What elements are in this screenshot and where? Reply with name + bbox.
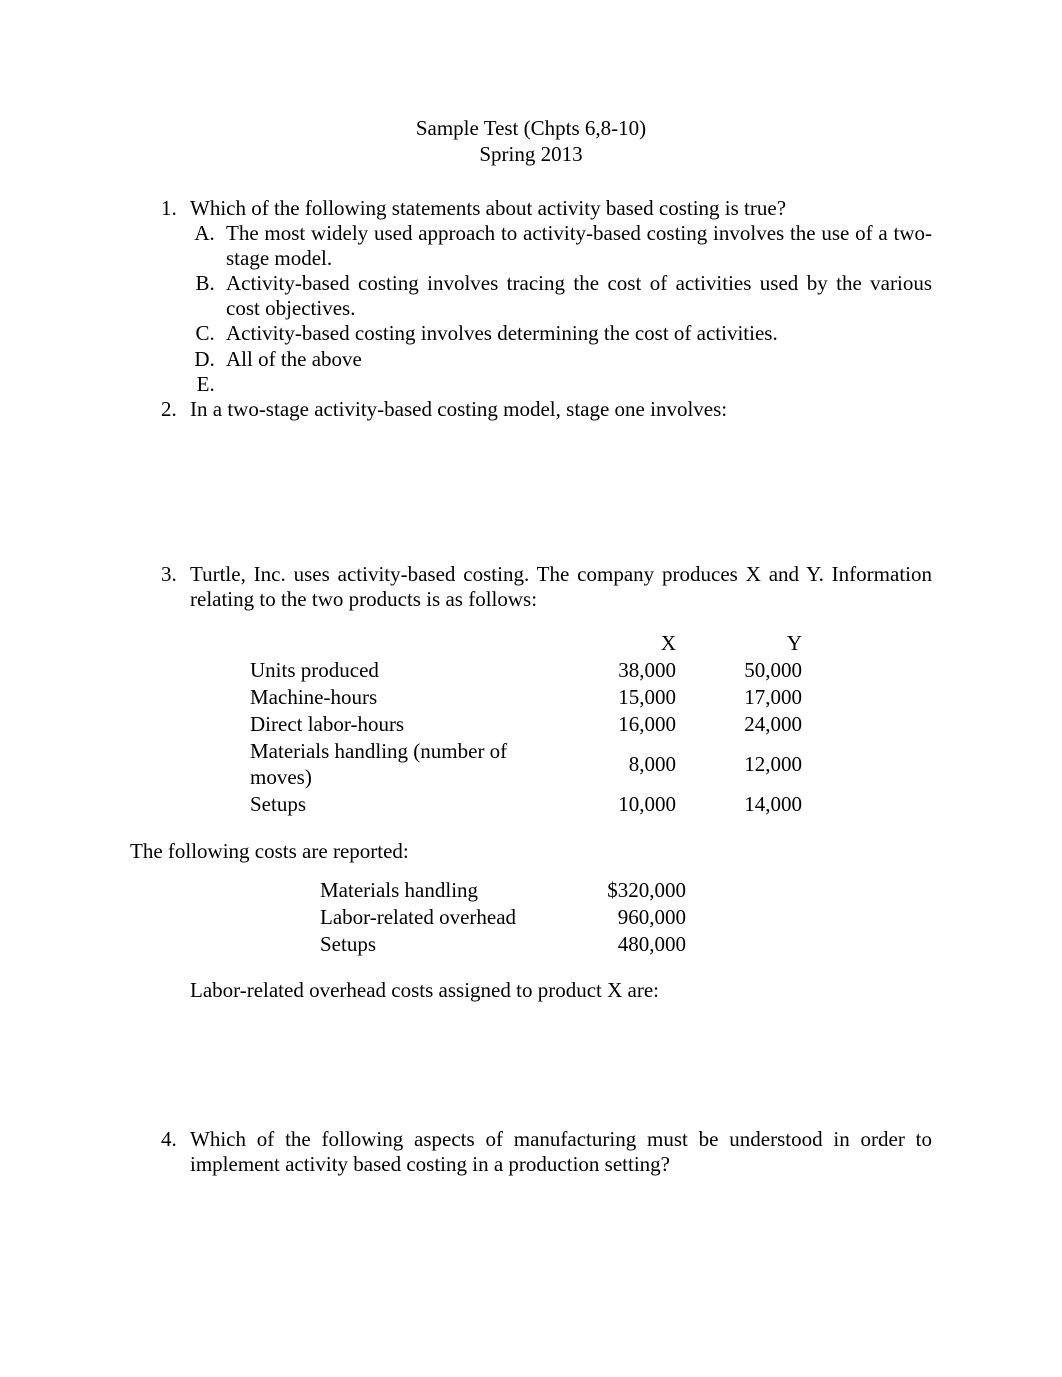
question-3: Turtle, Inc. uses activity-based costing… <box>182 562 932 819</box>
title-line-2: Spring 2013 <box>130 141 932 167</box>
cost-label: Materials handling <box>320 878 556 905</box>
title-line-1: Sample Test (Chpts 6,8-10) <box>130 115 932 141</box>
question-4: Which of the following aspects of manufa… <box>182 1127 932 1177</box>
row-label: Materials handling (number of moves) <box>250 739 556 791</box>
header-blank <box>250 631 556 658</box>
question-3-text: Turtle, Inc. uses activity-based costing… <box>190 562 932 611</box>
row-x: 16,000 <box>556 712 682 739</box>
q3-costs-table: Materials handling $320,000 Labor-relate… <box>320 878 692 960</box>
cost-value: 480,000 <box>556 932 692 959</box>
q3-calc-prompt: Labor-related overhead costs assigned to… <box>190 978 932 1003</box>
table-header-row: X Y <box>250 631 808 658</box>
q1-option-e <box>220 372 932 397</box>
table-row: Setups 10,000 14,000 <box>250 792 808 819</box>
row-label: Machine-hours <box>250 685 556 712</box>
cost-value: 960,000 <box>556 905 692 932</box>
q1-option-d: All of the above <box>220 347 932 372</box>
row-y: 24,000 <box>682 712 808 739</box>
spacer <box>190 613 932 631</box>
question-list-continued: Which of the following aspects of manufa… <box>130 1127 932 1177</box>
header-y: Y <box>682 631 808 658</box>
table-row: Materials handling $320,000 <box>320 878 692 905</box>
q1-option-b: Activity-based costing involves tracing … <box>220 271 932 321</box>
row-x: 15,000 <box>556 685 682 712</box>
document-page: Sample Test (Chpts 6,8-10) Spring 2013 W… <box>0 0 1062 1377</box>
question-1-options: The most widely used approach to activit… <box>190 221 932 397</box>
answer-space-q2 <box>190 422 932 562</box>
q1-option-a: The most widely used approach to activit… <box>220 221 932 271</box>
table-row: Labor-related overhead 960,000 <box>320 905 692 932</box>
question-4-text: Which of the following aspects of manufa… <box>190 1127 932 1176</box>
row-x: 10,000 <box>556 792 682 819</box>
cost-value: $320,000 <box>556 878 692 905</box>
q3-products-table: X Y Units produced 38,000 50,000 Machine… <box>250 631 808 819</box>
table-row: Units produced 38,000 50,000 <box>250 658 808 685</box>
row-x: 38,000 <box>556 658 682 685</box>
table-row: Direct labor-hours 16,000 24,000 <box>250 712 808 739</box>
row-x: 8,000 <box>556 739 682 791</box>
table-row: Materials handling (number of moves) 8,0… <box>250 739 808 791</box>
row-y: 12,000 <box>682 739 808 791</box>
question-list: Which of the following statements about … <box>130 196 932 819</box>
row-label: Setups <box>250 792 556 819</box>
costs-reported-label: The following costs are reported: <box>130 839 932 864</box>
table-row: Setups 480,000 <box>320 932 692 959</box>
page-title-block: Sample Test (Chpts 6,8-10) Spring 2013 <box>130 115 932 168</box>
question-1-text: Which of the following statements about … <box>190 196 786 220</box>
row-label: Direct labor-hours <box>250 712 556 739</box>
row-y: 50,000 <box>682 658 808 685</box>
answer-space-q3 <box>130 1003 932 1127</box>
question-1: Which of the following statements about … <box>182 196 932 398</box>
row-y: 17,000 <box>682 685 808 712</box>
question-2: In a two-stage activity-based costing mo… <box>182 397 932 562</box>
table-row: Machine-hours 15,000 17,000 <box>250 685 808 712</box>
question-2-text: In a two-stage activity-based costing mo… <box>190 397 727 421</box>
cost-label: Labor-related overhead <box>320 905 556 932</box>
header-x: X <box>556 631 682 658</box>
row-y: 14,000 <box>682 792 808 819</box>
cost-label: Setups <box>320 932 556 959</box>
row-label: Units produced <box>250 658 556 685</box>
q1-option-c: Activity-based costing involves determin… <box>220 321 932 346</box>
